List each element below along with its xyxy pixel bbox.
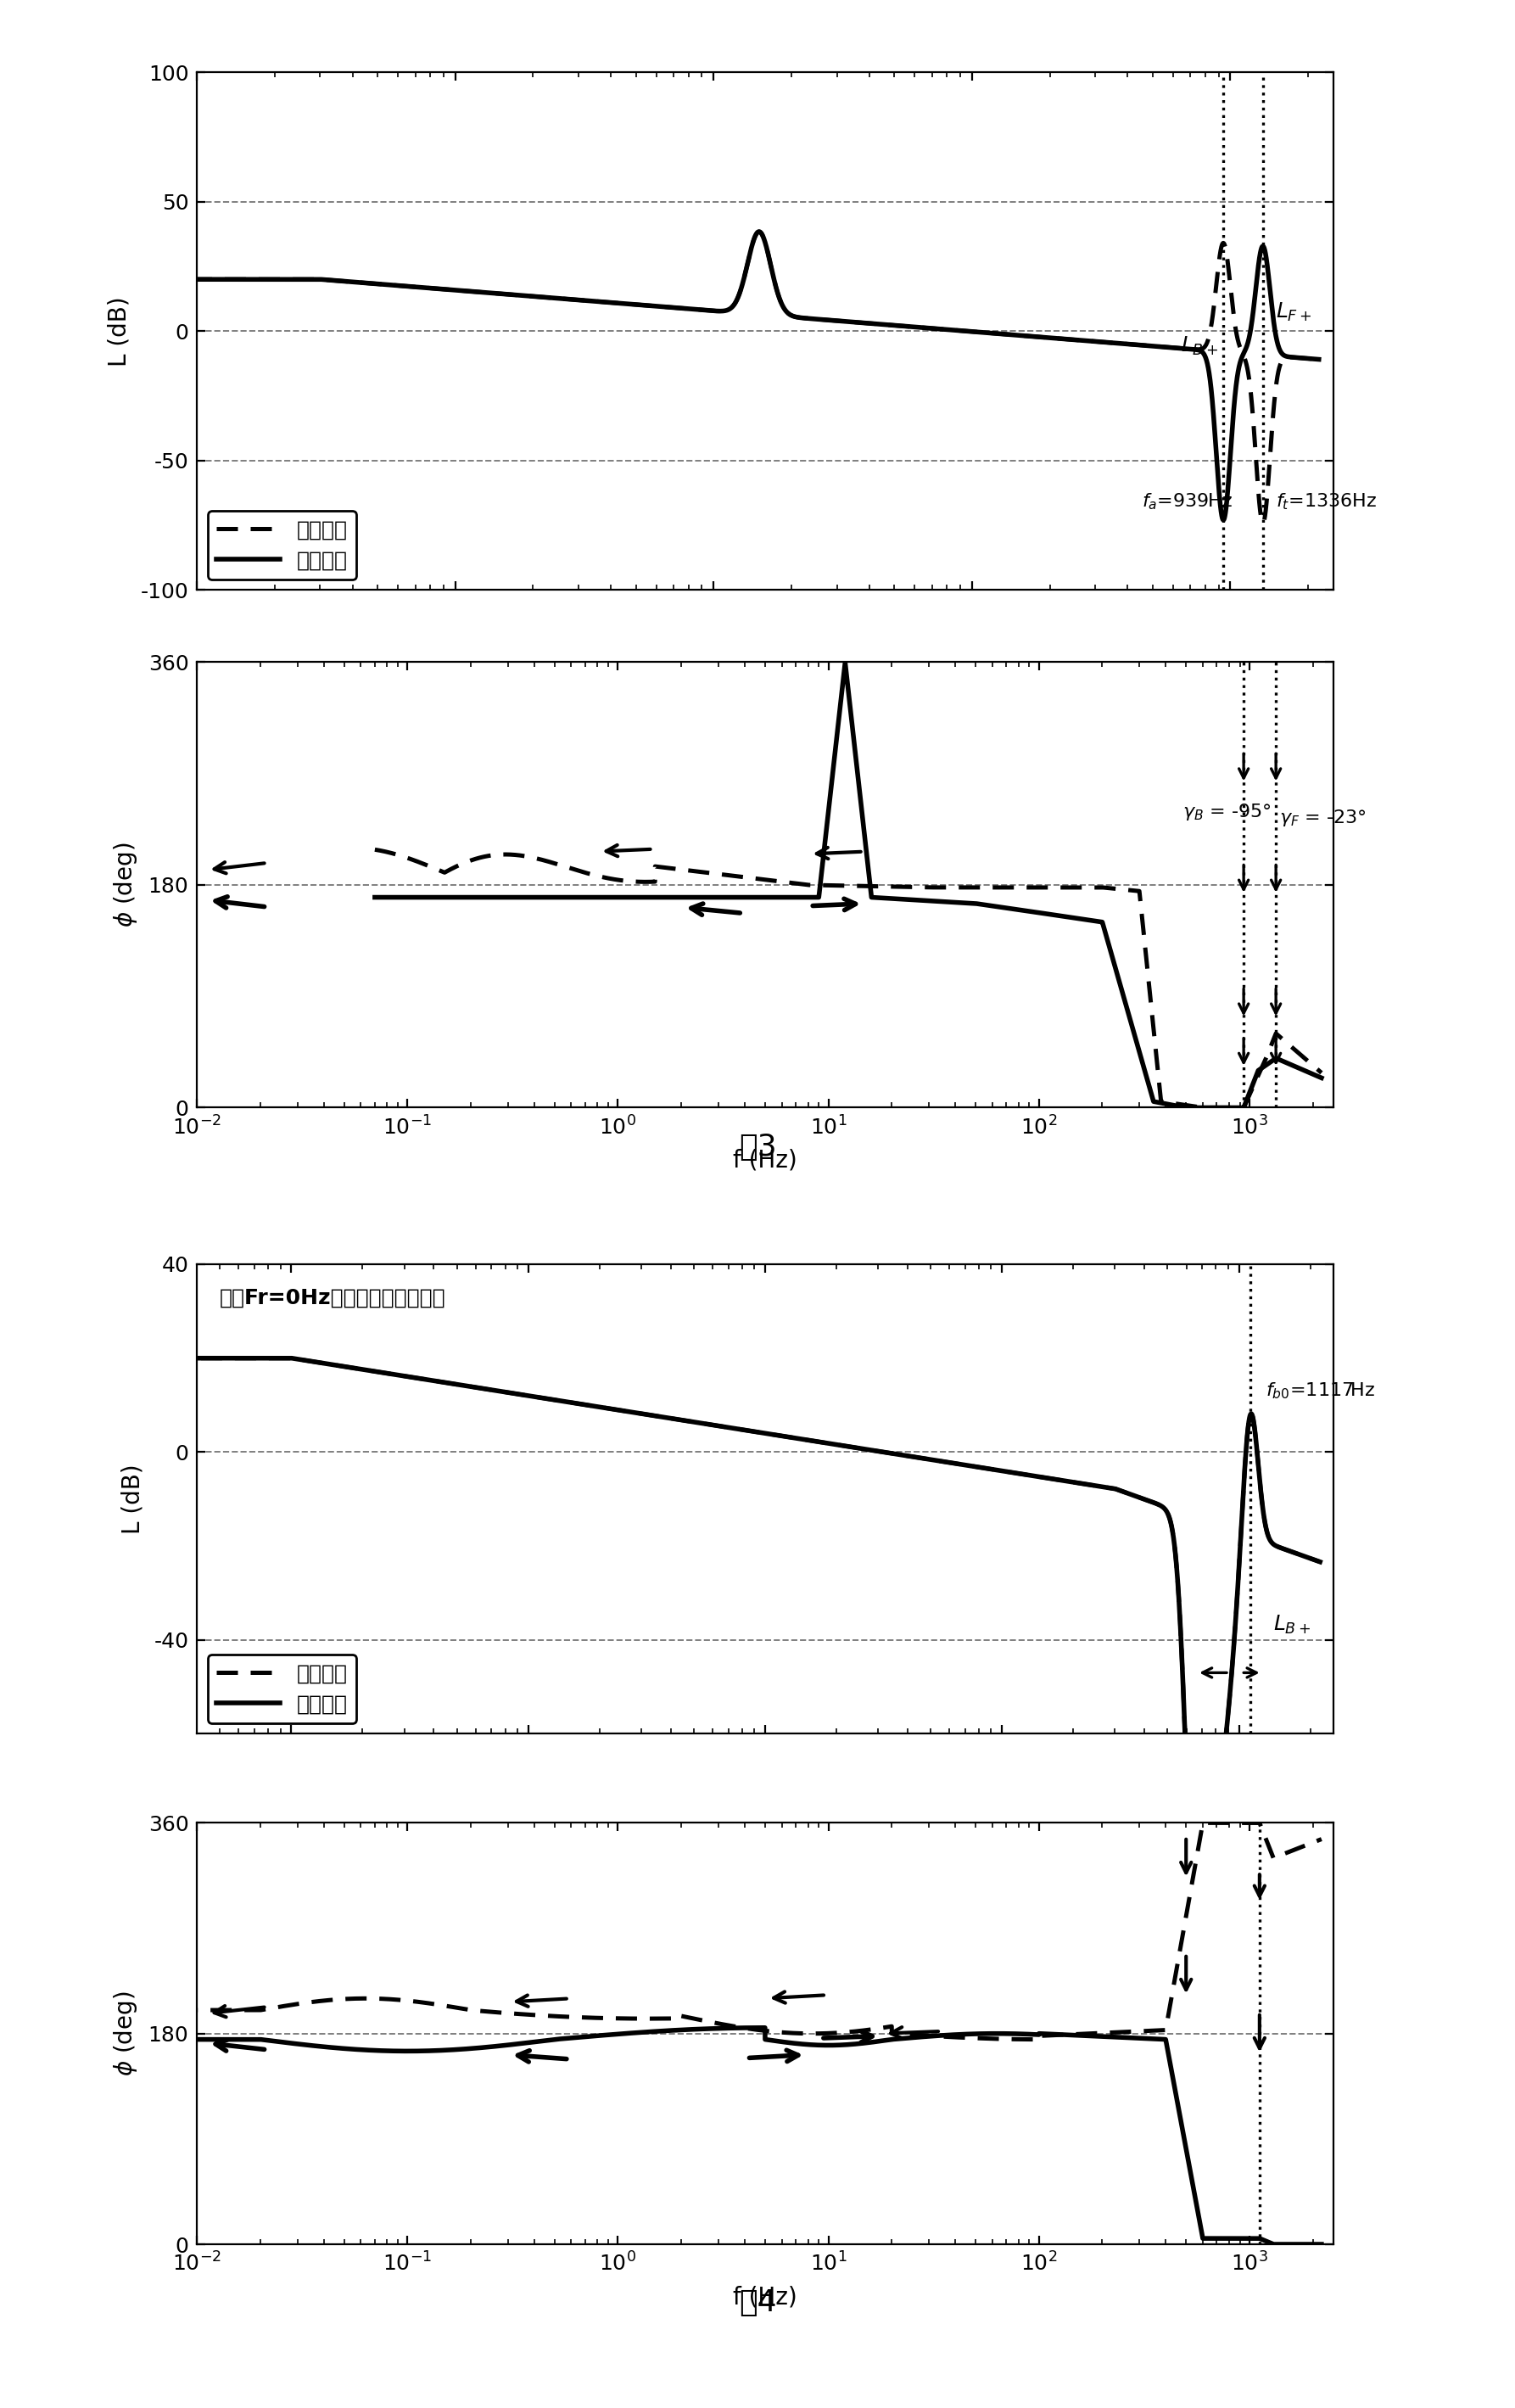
Text: 图3: 图3 [739,1132,776,1161]
Y-axis label: $\phi$ (deg): $\phi$ (deg) [112,1991,139,2076]
Text: 注：Fr=0Hz时正负幅频特性重合: 注：Fr=0Hz时正负幅频特性重合 [220,1288,445,1308]
Text: $f_{b0}$=1117Hz: $f_{b0}$=1117Hz [1267,1380,1376,1401]
Text: $\gamma_F$ = -23°: $\gamma_F$ = -23° [1279,807,1367,828]
Text: $f_a$=939Hz: $f_a$=939Hz [1142,491,1232,510]
Legend: 负频特性, 正频特性: 负频特性, 正频特性 [208,510,356,580]
X-axis label: f (Hz): f (Hz) [733,1149,797,1173]
Text: $\gamma_B$ = -95°: $\gamma_B$ = -95° [1182,802,1271,821]
Text: $f_t$=1336Hz: $f_t$=1336Hz [1276,491,1377,510]
Legend: 负频特性, 正频特性: 负频特性, 正频特性 [208,1654,356,1724]
Y-axis label: L (dB): L (dB) [121,1464,144,1534]
Text: $L_{B+}$: $L_{B+}$ [1182,335,1218,356]
Y-axis label: L (dB): L (dB) [108,296,132,366]
Text: $L_{B+}$: $L_{B+}$ [1274,1613,1310,1635]
Text: $L_{F+}$: $L_{F+}$ [1276,301,1312,323]
X-axis label: f (Hz): f (Hz) [733,2285,797,2309]
Text: 图4: 图4 [739,2288,776,2316]
Y-axis label: $\phi$ (deg): $\phi$ (deg) [112,843,139,927]
